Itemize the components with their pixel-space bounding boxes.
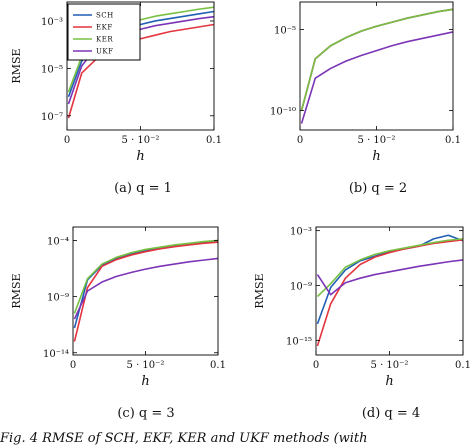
series-line-ukf [316, 259, 464, 296]
y-tick-label: 10⁻¹⁴ [43, 349, 69, 360]
series-line-sch [300, 8, 454, 111]
x-tick-label: 0 [313, 360, 319, 371]
y-axis-label: RMSE [10, 48, 23, 83]
legend-label-sch: SCH [96, 12, 114, 20]
series-line-ekf [316, 239, 464, 347]
legend: SCH EKF KER UKF [67, 3, 141, 61]
x-axis-label: h [141, 374, 149, 389]
y-tick-label: 10⁻⁴ [47, 236, 69, 247]
footer-caption: Fig. 4 RMSE of SCH, EKF, KER and UKF met… [0, 431, 368, 445]
subfigure-caption: (a) q = 1 [114, 181, 172, 196]
series-line-ekf [300, 8, 454, 111]
y-tick-label: 10⁻⁵ [41, 64, 63, 75]
x-tick-label: 5 · 10⁻² [127, 360, 165, 371]
x-axis-label: h [385, 374, 393, 389]
legend-label-ukf: UKF [96, 48, 114, 56]
y-tick-label: 10⁻⁹ [290, 282, 312, 293]
x-tick-label: 0 [297, 135, 303, 146]
x-tick-label: 0.1 [445, 135, 461, 146]
series-line-ker [300, 8, 454, 111]
x-tick-label: 0 [64, 135, 70, 146]
chart-panel-4: 10⁻³ 10⁻⁹ 10⁻¹⁵ 0 5 · 10⁻² 0.1 h RMSE (d) q = 4 [253, 226, 471, 421]
subfigure-caption: (d) q = 4 [362, 406, 420, 421]
x-tick-label: 0.1 [455, 360, 471, 371]
y-axis-label: RMSE [253, 273, 266, 308]
y-axis-label: RMSE [10, 273, 23, 308]
y-tick-label: 10⁻³ [41, 17, 63, 28]
x-tick-label: 0.1 [210, 360, 226, 371]
series-line-ker [73, 239, 219, 314]
y-tick-label: 10⁻⁵ [274, 26, 296, 37]
subfigure-caption: (c) q = 3 [117, 406, 174, 421]
y-tick-label: 10⁻⁹ [47, 293, 69, 304]
series-line-ker [316, 238, 464, 298]
plot-frame [72, 226, 219, 356]
y-tick-label: 10⁻³ [290, 227, 312, 238]
series-line-ekf [73, 241, 219, 342]
x-tick-label: 0.1 [206, 135, 222, 146]
legend-label-ekf: EKF [96, 24, 113, 32]
legend-label-ker: KER [96, 36, 113, 44]
plot-frame [299, 1, 454, 131]
x-tick-label: 0 [70, 360, 76, 371]
chart-panel-3: 10⁻⁴ 10⁻⁹ 10⁻¹⁴0 5 · 10⁻² 0.1 h RMSE (c) q = 3 [10, 226, 226, 421]
series-line-ukf [73, 257, 219, 320]
chart-panels: 10⁻³ 10⁻⁵ 10⁻⁷ 0 5 · 10⁻² 0.1 h RMSE (a) q = 1 10… [10, 1, 471, 421]
series-line-ukf [300, 31, 454, 124]
x-tick-label: 5 · 10⁻² [358, 135, 396, 146]
chart-panel-2: 10⁻⁵ 10⁻¹⁰ 0 5 · 10⁻² 0.1 h (b) q = 2 [270, 1, 461, 196]
x-axis-label: h [136, 149, 144, 164]
y-tick-label: 10⁻¹⁰ [270, 107, 296, 118]
subfigure-caption: (b) q = 2 [349, 181, 407, 196]
y-tick-label: 10⁻⁷ [41, 112, 63, 123]
x-tick-label: 5 · 10⁻² [371, 360, 409, 371]
series-line-sch [316, 234, 464, 325]
y-tick-label: 10⁻¹⁵ [286, 336, 312, 347]
x-tick-label: 5 · 10⁻² [122, 135, 160, 146]
x-axis-label: h [372, 149, 380, 164]
